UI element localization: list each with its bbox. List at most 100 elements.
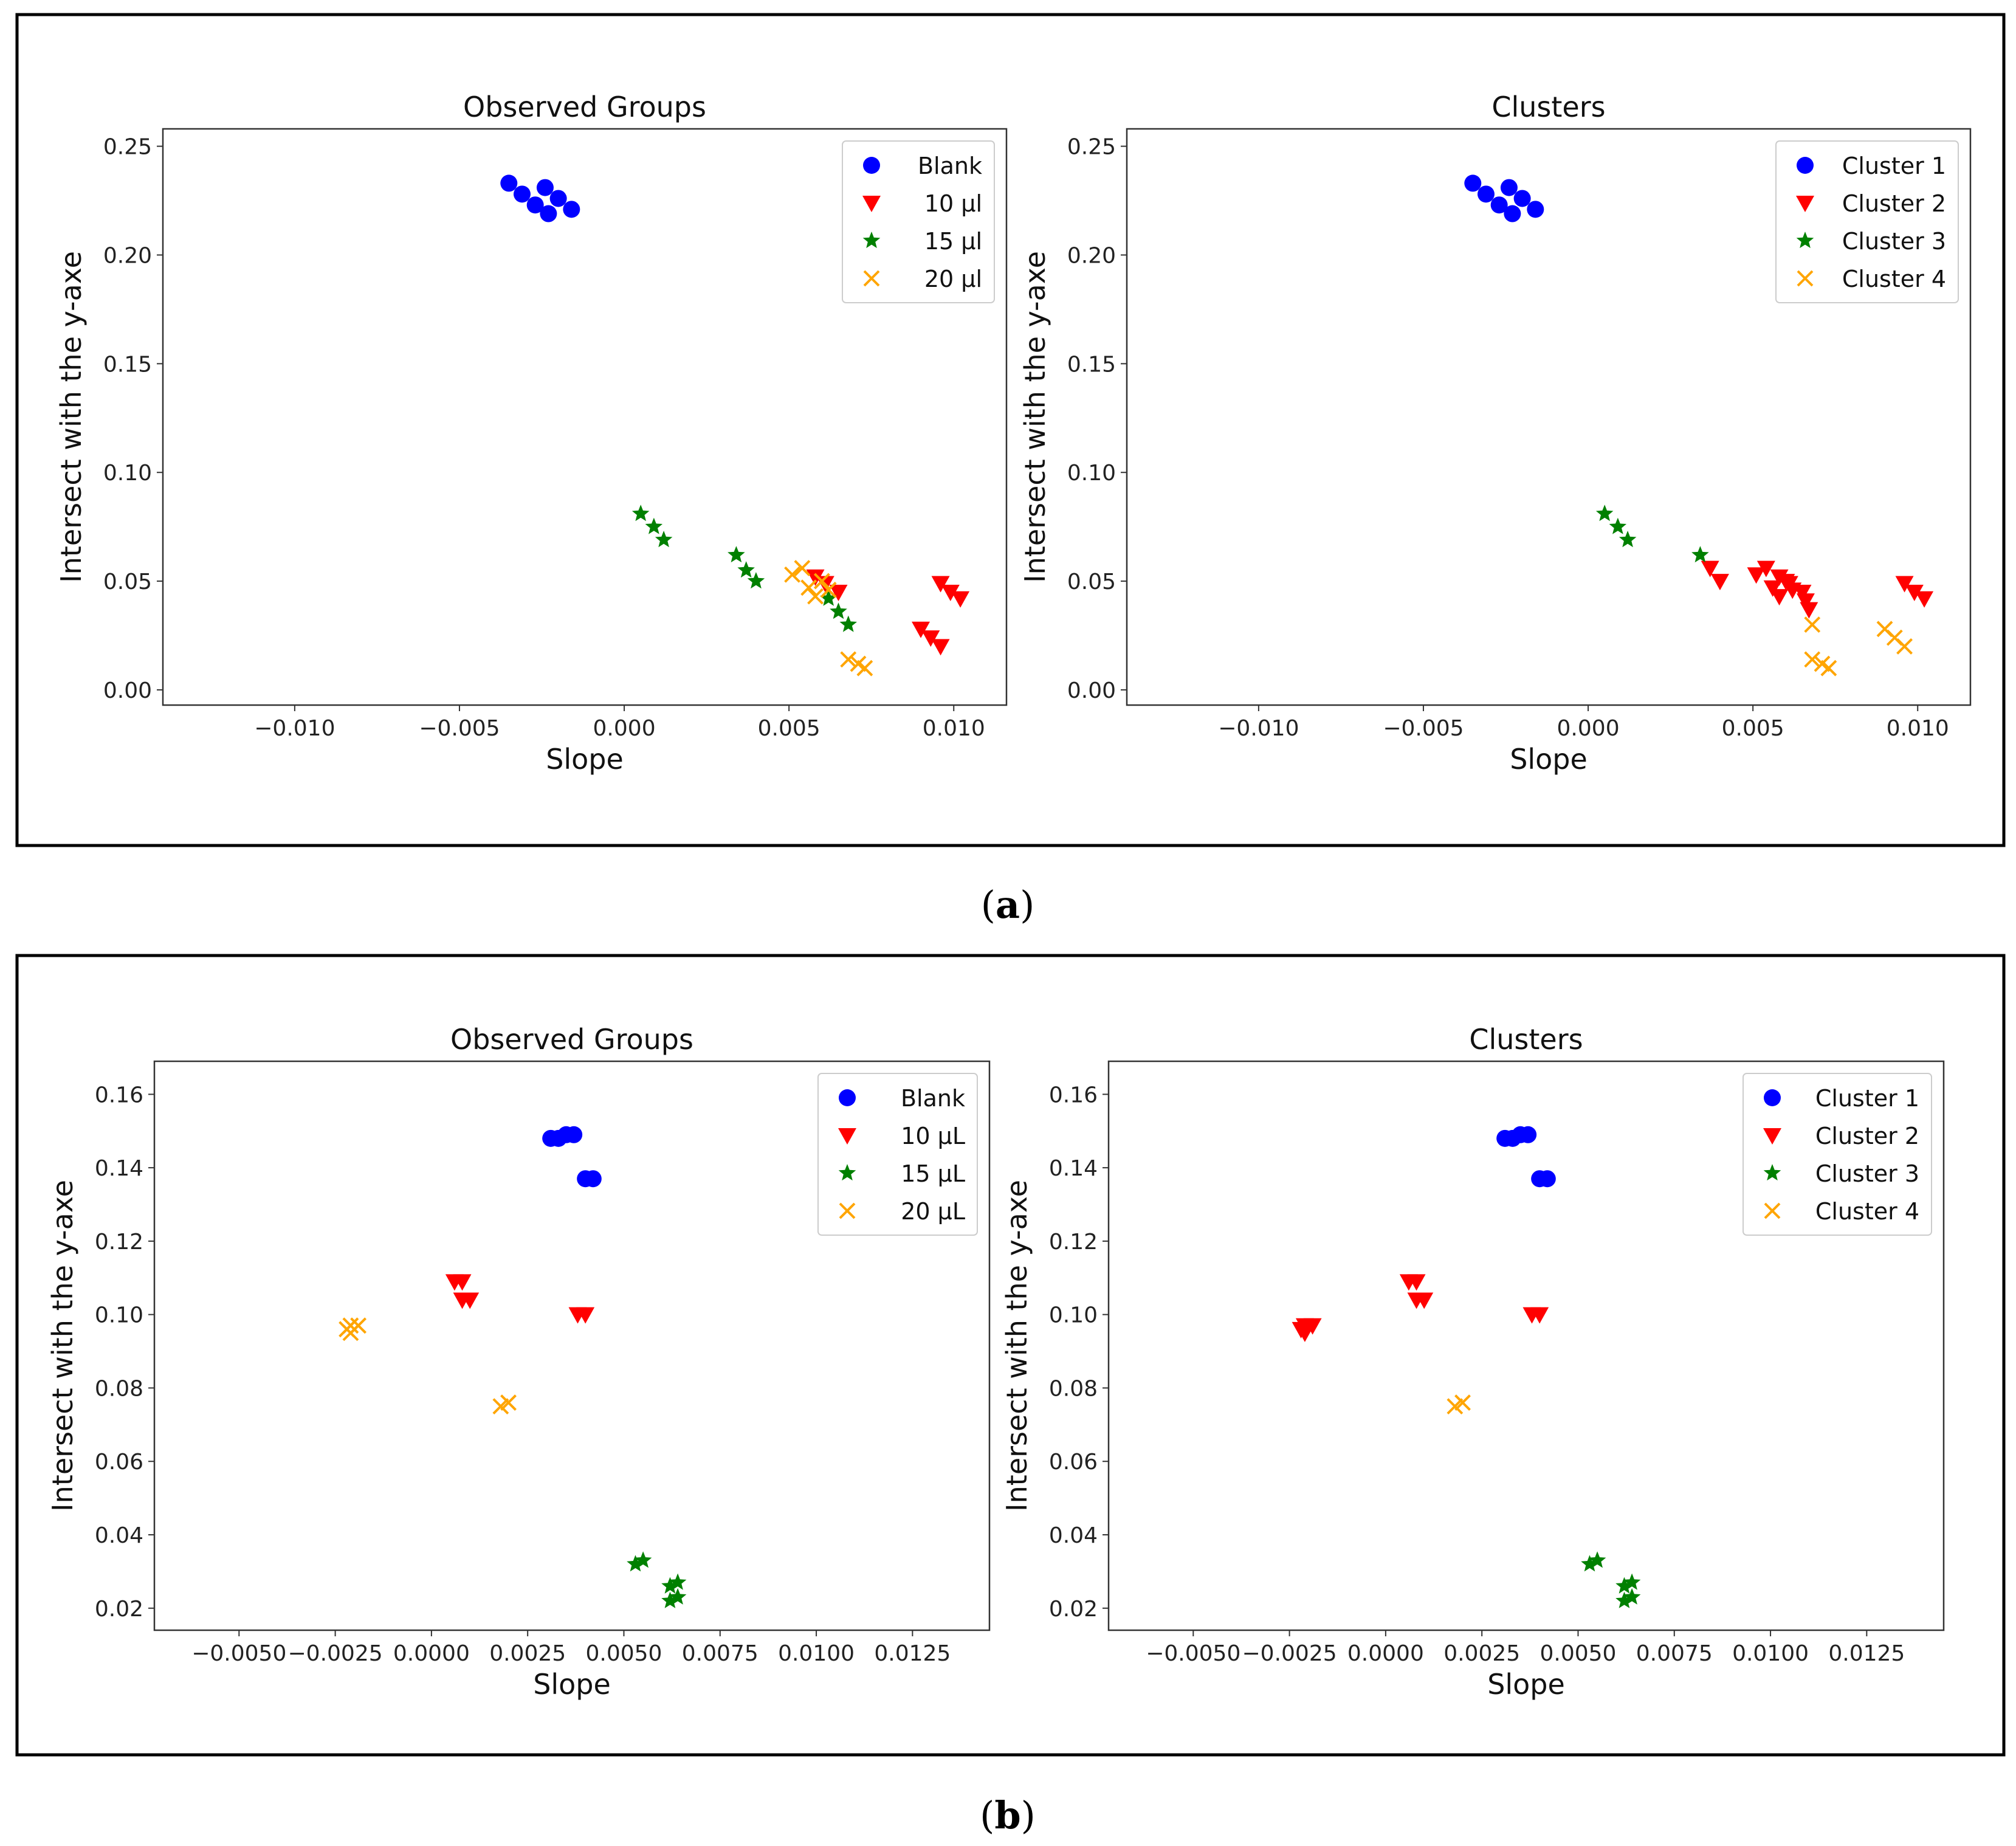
data-point-15-l-2 — [634, 1551, 652, 1568]
x-tick-label: 0.000 — [593, 716, 656, 741]
legend-marker-20-l — [863, 270, 880, 287]
y-tick-label: 0.25 — [103, 135, 152, 160]
data-point-cluster-4-2 — [1804, 651, 1821, 668]
legend-label-15-l: 15 μl — [924, 228, 982, 255]
legend-label-blank: Blank — [918, 153, 982, 179]
x-tick-label: −0.010 — [1218, 716, 1299, 741]
x-tick-label: −0.005 — [1383, 716, 1464, 741]
data-point-20-l-6 — [500, 1394, 517, 1411]
series-cluster-1 — [1496, 1126, 1556, 1188]
y-tick-label: 0.08 — [95, 1376, 143, 1401]
data-point-cluster-2-4 — [1295, 1325, 1314, 1342]
legend-box — [817, 1073, 978, 1236]
chart-title: Clusters — [1469, 1023, 1583, 1056]
legend-marker-cluster-2 — [1796, 196, 1814, 212]
y-tick-label: 0.15 — [103, 352, 152, 377]
legend-label-cluster-4: Cluster 4 — [1815, 1198, 1919, 1225]
data-point-20-l-4 — [342, 1324, 359, 1341]
data-point-10-l-8 — [921, 630, 940, 647]
data-point-cluster-2-14 — [1895, 576, 1914, 593]
series-20-l — [339, 1317, 517, 1415]
y-tick-label: 0.08 — [1049, 1376, 1098, 1401]
x-tick-label: −0.005 — [419, 716, 500, 741]
data-point-blank-1 — [500, 174, 518, 192]
data-point-cluster-2-2 — [1710, 574, 1729, 591]
x-tick-label: 0.000 — [1557, 716, 1620, 741]
legend-label-cluster-2: Cluster 2 — [1842, 190, 1946, 217]
x-tick-label: 0.0025 — [1443, 1641, 1520, 1666]
data-point-15-l-8 — [830, 602, 847, 619]
legend-label-cluster-2: Cluster 2 — [1815, 1123, 1919, 1149]
data-point-15-l-3 — [661, 1577, 679, 1594]
y-tick-label: 0.04 — [1049, 1523, 1098, 1548]
data-point-blank-6 — [549, 190, 567, 207]
x-tick-label: 0.0125 — [874, 1641, 951, 1666]
data-point-cluster-2-15 — [1905, 584, 1924, 601]
legend-marker-cluster-1 — [1797, 157, 1814, 174]
data-point-cluster-2-4 — [1756, 560, 1775, 577]
series-cluster-3 — [1595, 505, 1709, 563]
data-point-cluster-3-1 — [1581, 1555, 1598, 1572]
legend: Blank 10 μl 15 μl 20 μl — [842, 140, 995, 303]
data-point-cluster-2-6 — [1407, 1274, 1426, 1291]
x-axis-label: Slope — [1510, 743, 1588, 776]
data-point-cluster-3-3 — [1619, 531, 1637, 548]
data-point-cluster-1-4 — [1519, 1126, 1537, 1143]
data-point-15-l-3 — [655, 531, 673, 548]
data-point-10-l-6 — [576, 1307, 595, 1324]
legend-marker-cluster-4 — [1764, 1202, 1781, 1219]
data-point-10-l-2 — [453, 1274, 472, 1291]
series-cluster-1 — [1464, 174, 1544, 222]
legend-label-20-l: 20 μl — [924, 266, 982, 292]
panel-b-caption: (b) — [980, 1793, 1036, 1837]
x-tick-label: 0.0025 — [489, 1641, 566, 1666]
x-tick-label: 0.0000 — [393, 1641, 470, 1666]
data-point-cluster-4-2 — [1454, 1394, 1471, 1411]
data-point-10-l-4 — [931, 576, 950, 593]
data-point-cluster-3-1 — [1595, 505, 1614, 522]
y-tick-label: 0.16 — [95, 1083, 143, 1107]
legend-label-10-l: 10 μL — [901, 1123, 965, 1149]
data-point-10-l-4 — [461, 1292, 480, 1309]
data-point-15-l-7 — [820, 589, 838, 606]
y-axis-label: Intersect with the y-axe — [46, 1180, 79, 1512]
data-point-cluster-1-5 — [1504, 205, 1521, 222]
x-tick-label: 0.010 — [923, 716, 985, 741]
legend-marker-blank — [839, 1089, 856, 1106]
data-point-20-l-1 — [784, 566, 800, 583]
data-point-15-l-5 — [661, 1591, 679, 1608]
data-point-10-l-1 — [806, 569, 825, 586]
data-point-15-l-4 — [669, 1573, 687, 1590]
data-point-cluster-2-1 — [1701, 560, 1719, 577]
data-point-20-l-7 — [840, 651, 857, 668]
data-point-20-l-4 — [807, 588, 824, 605]
data-point-cluster-2-10 — [1530, 1307, 1549, 1324]
x-tick-label: 0.0050 — [585, 1641, 662, 1666]
legend-label-20-l: 20 μL — [901, 1198, 965, 1225]
legend-label-15-l: 15 μL — [901, 1160, 965, 1187]
x-tick-label: −0.0050 — [191, 1641, 286, 1666]
y-tick-label: 0.00 — [1067, 678, 1116, 703]
legend-marker-10-l — [862, 196, 881, 212]
series-blank — [542, 1126, 602, 1188]
y-tick-label: 0.20 — [1067, 243, 1116, 268]
data-point-blank-2 — [513, 185, 531, 203]
data-point-20-l-5 — [813, 573, 830, 590]
data-point-cluster-2-16 — [1915, 591, 1934, 608]
data-point-15-l-5 — [737, 561, 755, 578]
legend-marker-cluster-4 — [1797, 270, 1814, 287]
series-cluster-4 — [1447, 1394, 1471, 1415]
data-point-cluster-4-1 — [1804, 616, 1821, 633]
legend-label-cluster-3: Cluster 3 — [1842, 228, 1946, 255]
data-point-blank-7 — [563, 201, 580, 218]
legend-marker-cluster-1 — [1764, 1089, 1781, 1106]
legend-label-cluster-1: Cluster 1 — [1815, 1085, 1919, 1112]
y-axis-label: Intersect with the y-axe — [1019, 251, 1051, 583]
y-axis-label: Intersect with the y-axe — [1000, 1180, 1033, 1512]
y-tick-label: 0.25 — [1067, 135, 1116, 160]
x-tick-label: −0.0050 — [1146, 1641, 1240, 1666]
panel-a-clusters-chart: Clusters −0.010 −0.005 0.000 0.005 0.010 0.00 0… — [1019, 91, 1972, 776]
legend-marker-20-l — [839, 1202, 856, 1219]
legend-marker-blank — [863, 157, 880, 174]
